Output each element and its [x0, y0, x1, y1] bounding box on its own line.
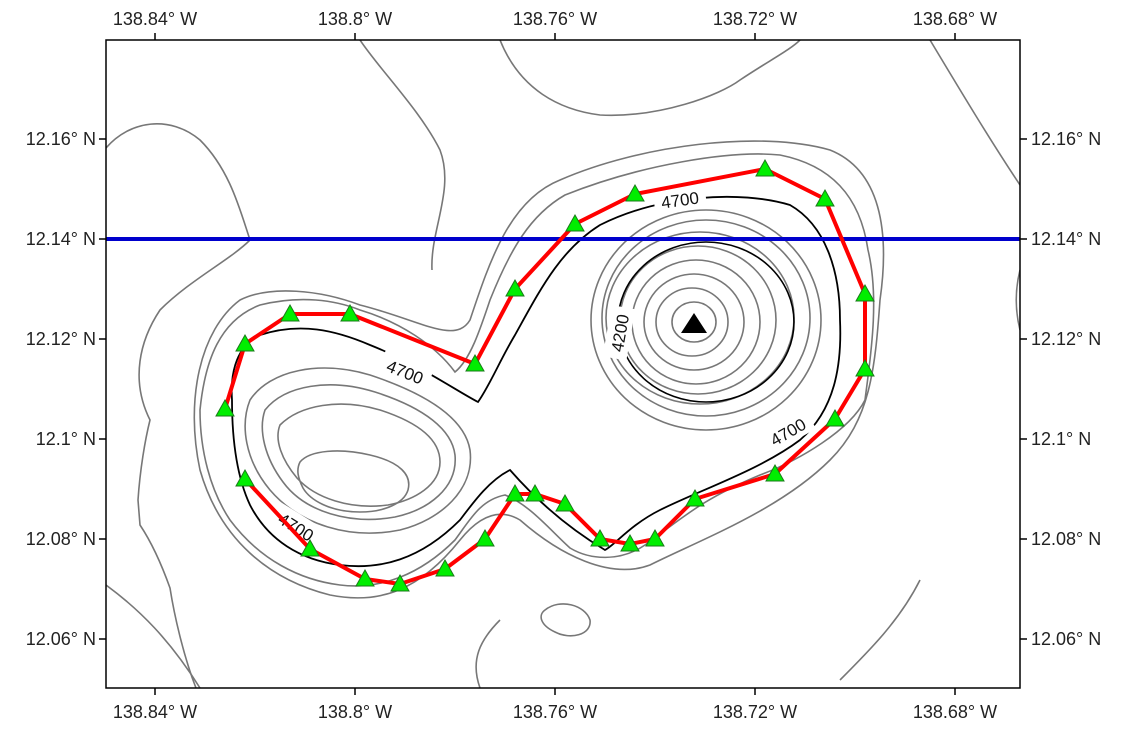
contour-lines	[106, 40, 1020, 688]
contour-summit-ring-8	[671, 301, 717, 343]
lon-label-bottom: 138.72° W	[713, 702, 797, 722]
station-marker-icon	[390, 573, 410, 592]
contour-crater-ring-4	[297, 450, 410, 513]
contour-label-4700-mid: 4700	[376, 350, 434, 392]
contour-lower-mid	[475, 619, 501, 688]
lon-label-top: 138.8° W	[318, 9, 392, 29]
lon-label-bottom: 138.76° W	[513, 702, 597, 722]
station-marker-icon	[505, 483, 525, 502]
summit-triangle-icon	[681, 313, 707, 333]
contour-bottom-blob	[540, 603, 591, 637]
contour-label-4700-right: 4700	[758, 407, 817, 455]
contour-summit-ring-2	[601, 219, 811, 417]
contour-crater-ring-3	[277, 403, 441, 507]
lat-label-right: 12.08° N	[1031, 529, 1101, 549]
station-marker-icon	[340, 303, 360, 322]
station-marker-icon	[300, 538, 320, 557]
lon-label-top: 138.72° W	[713, 9, 797, 29]
station-marker-icon	[645, 528, 665, 547]
contour-lower-right	[839, 579, 921, 681]
station-marker-icon	[505, 278, 525, 297]
lon-label-bottom: 138.8° W	[318, 702, 392, 722]
contour-label-4700-top: 4700	[652, 183, 708, 215]
lat-label-right: 12.12° N	[1031, 329, 1101, 349]
contour-right-edge	[1015, 269, 1020, 331]
station-marker-icon	[215, 398, 235, 417]
contour-label-4200: 4200	[602, 305, 636, 361]
station-marker-icon	[855, 283, 875, 302]
lat-label-left: 12.16° N	[26, 129, 96, 149]
station-marker-icon	[825, 408, 845, 427]
lon-label-top: 138.76° W	[513, 9, 597, 29]
station-marker-icon	[355, 568, 375, 587]
lat-label-left: 12.1° N	[36, 429, 96, 449]
lat-label-right: 12.14° N	[1031, 229, 1101, 249]
station-marker-icon	[280, 303, 300, 322]
station-marker-icon	[465, 353, 485, 372]
contour-crater-ring-2	[261, 384, 456, 521]
lat-label-left: 12.06° N	[26, 629, 96, 649]
station-marker-icon	[525, 483, 545, 502]
station-marker-icon	[625, 183, 645, 202]
lat-label-right: 12.1° N	[1031, 429, 1091, 449]
station-marker-icon	[765, 463, 785, 482]
contour-top-ridge	[359, 40, 446, 271]
lon-label-bottom: 138.84° W	[113, 702, 197, 722]
lat-label-right: 12.16° N	[1031, 129, 1101, 149]
station-marker-icon	[590, 528, 610, 547]
contour-4700	[230, 195, 842, 568]
lat-label-left: 12.14° N	[26, 229, 96, 249]
station-marker-icon	[555, 493, 575, 512]
station-marker-icon	[235, 468, 255, 487]
lat-label-left: 12.12° N	[26, 329, 96, 349]
station-marker-icon	[235, 333, 255, 352]
lat-label-right: 12.06° N	[1031, 629, 1101, 649]
station-marker-icon	[475, 528, 495, 547]
survey-track-layer	[215, 158, 875, 592]
contour-right-ridge	[929, 40, 1020, 186]
station-marker-icon	[855, 358, 875, 377]
station-marker-icon	[565, 213, 585, 232]
lon-label-top: 138.84° W	[113, 9, 197, 29]
contour-outer-left	[106, 123, 251, 688]
station-marker-icon	[815, 188, 835, 207]
contour-bottom-left	[106, 584, 201, 688]
station-marker-icon	[620, 533, 640, 552]
contour-top-right	[499, 40, 801, 117]
contour-summit-ring-1	[590, 209, 822, 431]
contour-summit-ring-7	[655, 287, 729, 357]
contour-summit-ring-3	[605, 231, 795, 405]
contour-crater-ring-1	[244, 367, 472, 534]
lon-label-top: 138.68° W	[913, 9, 997, 29]
station-marker-icon	[435, 558, 455, 577]
lat-label-left: 12.08° N	[26, 529, 96, 549]
station-marker-icon	[755, 158, 775, 177]
axes: 138.84° W 138.84° W 138.8° W 138.8° W 138.76…	[26, 9, 1102, 722]
contour-label-4700-bottom: 4700	[268, 502, 325, 551]
lon-label-bottom: 138.68° W	[913, 702, 997, 722]
contour-track-outer	[199, 153, 875, 587]
contour-summit-ring-6	[643, 273, 745, 371]
map-frame	[105, 39, 1021, 689]
contour-ring-outer	[193, 140, 885, 599]
station-marker-icon	[685, 488, 705, 507]
